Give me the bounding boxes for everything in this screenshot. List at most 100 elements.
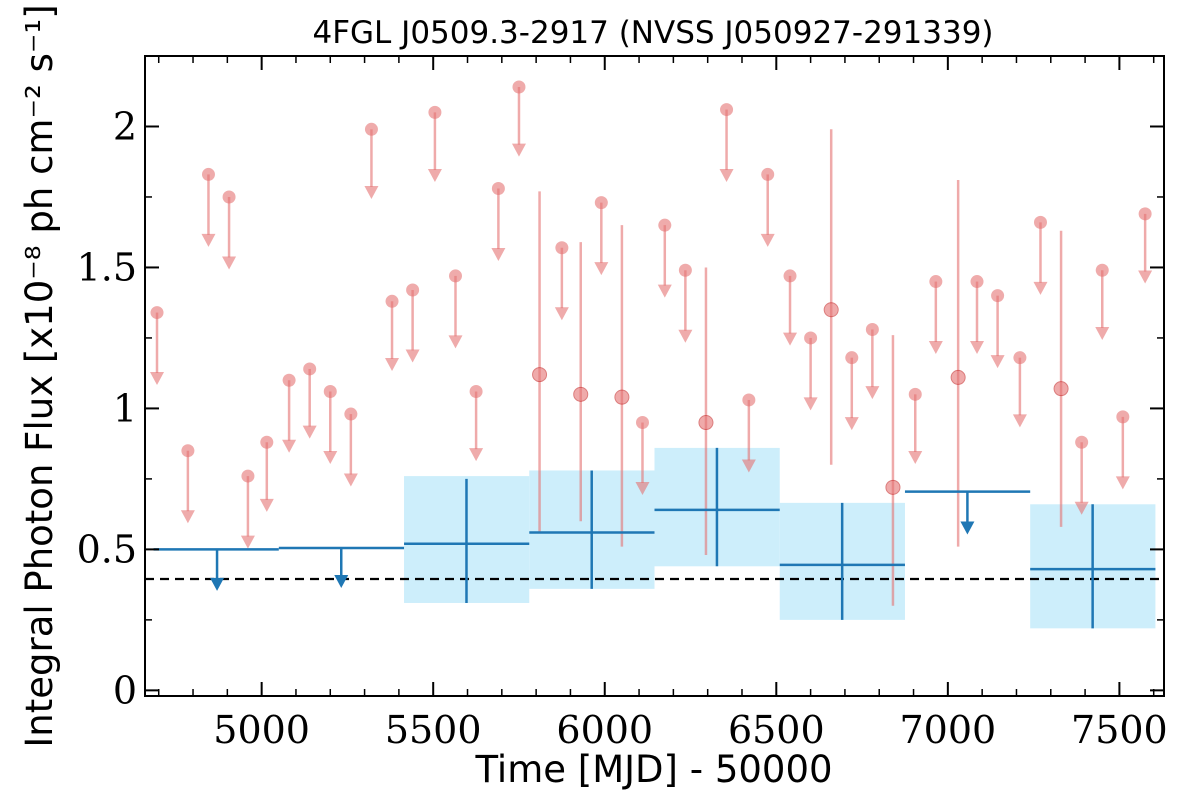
upper-limit-point <box>970 275 984 289</box>
upper-limit-point <box>1075 435 1089 449</box>
upper-limit-arrowhead <box>1033 281 1048 295</box>
upper-limit-point <box>658 218 672 232</box>
upper-limit-point <box>449 269 463 283</box>
upper-limit-point <box>1095 263 1109 277</box>
upper-limit-arrowhead <box>259 498 274 512</box>
upper-limit-arrowhead <box>908 450 923 464</box>
upper-limit-point <box>1013 351 1027 365</box>
y-axis-label: Integral Photon Flux [x10⁻⁸ ph cm⁻² s⁻¹] <box>18 4 61 747</box>
upper-limit-arrowhead <box>1074 501 1089 515</box>
upper-limit-point <box>555 241 569 255</box>
upper-limit-point <box>428 105 442 119</box>
axes: 5000 5500 6000 6500 7000 7500 0 0.5 1 1.5 2 <box>77 56 1168 752</box>
x-axis-label: Time [MJD] - 50000 <box>474 748 832 791</box>
x-tick-label: 5000 <box>213 708 310 752</box>
upper-limit-point <box>469 385 483 399</box>
y-tick-label: 1 <box>113 386 137 430</box>
upper-limit-arrowhead <box>150 372 165 386</box>
data-point <box>950 369 966 385</box>
upper-limit-arrowhead <box>385 357 400 371</box>
upper-limit-arrowhead <box>469 448 484 462</box>
upper-limit-arrowhead <box>960 521 975 535</box>
upper-limit-point <box>635 416 649 430</box>
upper-limit-arrowhead <box>783 332 798 346</box>
upper-limit-point <box>512 80 526 94</box>
upper-limit-arrowhead <box>427 169 442 183</box>
data-point <box>823 302 839 318</box>
y-tick-label: 0 <box>113 668 137 712</box>
upper-limit-arrowhead <box>657 284 672 298</box>
upper-limit-arrowhead <box>343 473 358 487</box>
upper-limit-arrowhead <box>511 143 526 157</box>
upper-limit-point <box>1138 207 1152 221</box>
data-point <box>698 415 714 431</box>
upper-limit-point <box>1033 215 1047 229</box>
upper-limit-arrowhead <box>210 577 225 591</box>
upper-limit-arrowhead <box>1095 326 1110 340</box>
upper-limit-arrowhead <box>635 482 650 496</box>
x-tick-label: 6000 <box>556 708 653 752</box>
upper-limit-arrowhead <box>405 349 420 363</box>
upper-limit-arrowhead <box>364 185 379 199</box>
upper-limit-point <box>678 263 692 277</box>
data-point <box>532 367 548 383</box>
upper-limit-point <box>761 167 775 181</box>
upper-limit-arrowhead <box>719 169 734 183</box>
upper-limit-arrowhead <box>844 417 859 431</box>
upper-limit-arrowhead <box>491 247 506 261</box>
upper-limit-arrowhead <box>1138 270 1153 284</box>
data-point <box>885 479 901 495</box>
upper-limit-arrowhead <box>302 425 317 439</box>
upper-limit-point <box>323 385 337 399</box>
upper-limit-point <box>406 283 420 297</box>
upper-limit-arrowhead <box>741 459 756 473</box>
long-bin-series <box>153 447 1156 629</box>
upper-limit-arrowhead <box>970 341 985 355</box>
upper-limit-point <box>720 103 734 117</box>
upper-limit-arrowhead <box>554 307 569 321</box>
upper-limit-point <box>282 373 296 387</box>
chart-title: 4FGL J0509.3-2917 (NVSS J050927-291339) <box>312 15 993 51</box>
upper-limit-point <box>385 294 399 308</box>
upper-limit-arrowhead <box>334 575 349 589</box>
upper-limit-arrowhead <box>990 355 1005 369</box>
upper-limit-arrowhead <box>865 386 880 400</box>
upper-limit-arrowhead <box>323 450 338 464</box>
data-point <box>614 389 630 405</box>
upper-limit-point <box>845 351 859 365</box>
y-tick-label: 0.5 <box>77 527 137 571</box>
x-tick-label: 7000 <box>899 708 996 752</box>
upper-limit-arrowhead <box>1012 414 1027 428</box>
upper-limit-point <box>991 289 1005 303</box>
long-bin-bands <box>404 447 1156 629</box>
upper-limit-arrowhead <box>760 233 775 247</box>
upper-limit-point <box>364 122 378 136</box>
x-tick-label: 5500 <box>385 708 482 752</box>
upper-limit-point <box>929 275 943 289</box>
upper-limit-point <box>742 393 756 407</box>
upper-limit-point <box>181 444 195 458</box>
x-tick-label: 6500 <box>728 708 825 752</box>
x-tick-label: 7500 <box>1071 708 1168 752</box>
data-point <box>573 386 589 402</box>
upper-limit-point <box>303 362 317 376</box>
upper-limit-arrowhead <box>448 335 463 349</box>
upper-limit-arrowhead <box>201 233 216 247</box>
upper-limit-point <box>908 387 922 401</box>
upper-limit-point <box>594 196 608 210</box>
upper-limit-point <box>804 331 818 345</box>
upper-limit-point <box>260 435 274 449</box>
upper-limit-arrowhead <box>282 439 297 453</box>
upper-limit-point <box>222 190 236 204</box>
upper-limit-point <box>1116 410 1130 424</box>
upper-limit-point <box>783 269 797 283</box>
y-tick-label: 1.5 <box>77 245 137 289</box>
plot-frame <box>144 55 1165 697</box>
upper-limit-arrowhead <box>240 535 255 549</box>
upper-limit-arrowhead <box>928 341 943 355</box>
upper-limit-arrowhead <box>678 329 693 343</box>
y-tick-label: 2 <box>113 104 137 148</box>
upper-limit-arrowhead <box>222 256 237 270</box>
upper-limit-arrowhead <box>1115 476 1130 490</box>
upper-limit-point <box>344 407 358 421</box>
